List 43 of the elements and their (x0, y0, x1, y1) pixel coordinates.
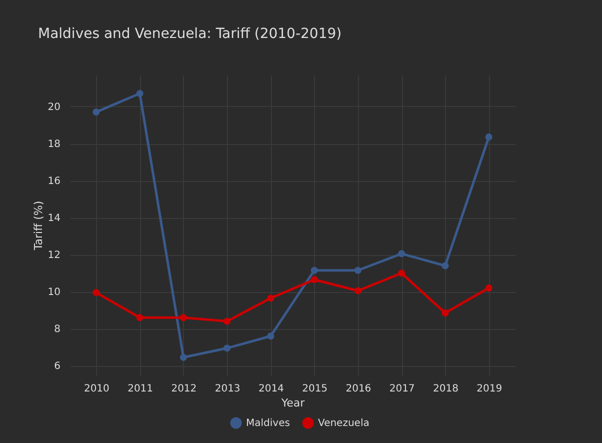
point (224, 344, 231, 352)
point (180, 314, 187, 322)
chart-title: Maldives and Venezuela: Tariff (2010-2019) (38, 26, 342, 42)
y-tick-label: 18 (48, 139, 60, 150)
point (398, 270, 406, 277)
x-tick-label: 2015 (302, 384, 328, 394)
x-tick-label: 2013 (214, 384, 240, 394)
point (224, 318, 231, 325)
y-tick-label: 14 (48, 213, 60, 224)
y-tick-label: 12 (48, 250, 60, 262)
y-axis-title: Tariff (%) (32, 200, 45, 252)
x-tick-label: 2019 (476, 384, 502, 394)
legend-label: Maldives (246, 418, 290, 429)
x-tick-label: 2010 (84, 384, 110, 394)
point (92, 289, 100, 296)
point (398, 250, 406, 258)
x-tick-label: 2016 (346, 384, 372, 394)
point (354, 287, 362, 294)
point (92, 108, 100, 116)
y-tick-label: 10 (48, 287, 60, 298)
x-tick-label: 2012 (171, 384, 197, 394)
y-tick-label: 20 (48, 102, 60, 113)
point (310, 276, 318, 284)
point (180, 354, 187, 361)
point (442, 309, 449, 316)
legend-label: Venezuela (318, 418, 370, 429)
y-tick-label: 8 (54, 324, 60, 336)
point (136, 314, 144, 322)
x-tick-label: 2018 (432, 384, 458, 394)
point (136, 90, 144, 98)
x-axis-title: Year (280, 396, 306, 410)
point (354, 266, 362, 274)
point (310, 266, 318, 274)
y-tick-label: 6 (54, 361, 60, 372)
point (267, 332, 274, 340)
point (442, 262, 449, 270)
x-tick-label: 2014 (258, 384, 284, 394)
point (485, 284, 492, 292)
x-tick-label: 2011 (128, 384, 154, 394)
y-tick-label: 16 (48, 176, 60, 188)
point (485, 134, 492, 141)
point (267, 294, 274, 302)
x-tick-label: 2017 (389, 384, 415, 394)
